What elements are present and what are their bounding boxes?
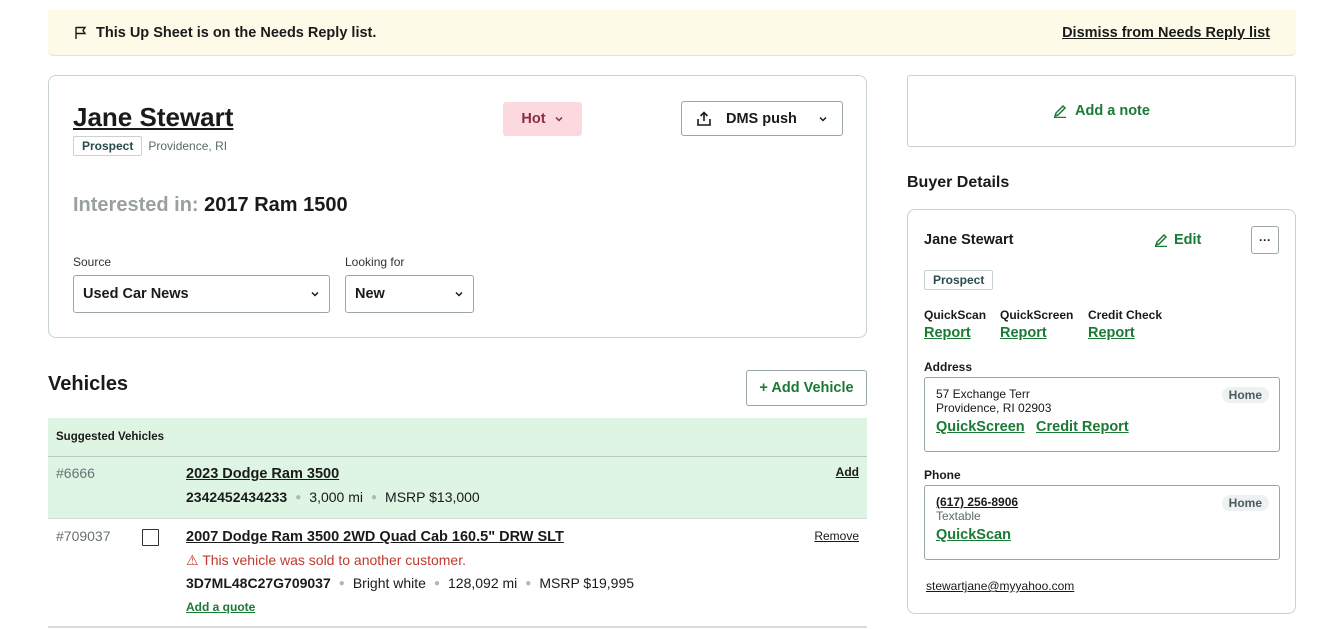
buyer-details-title: Buyer Details: [907, 174, 1010, 191]
lead-card: Jane Stewart Prospect Providence, RI Hot…: [48, 75, 867, 338]
quickscan-link[interactable]: QuickScan: [936, 527, 1011, 543]
temperature-label: Hot: [521, 111, 546, 127]
separator-dot: ●: [370, 491, 378, 503]
dismiss-needs-reply-link[interactable]: Dismiss from Needs Reply list: [1062, 24, 1270, 41]
separator-dot: ●: [525, 577, 532, 589]
dms-push-button[interactable]: DMS push: [681, 101, 843, 136]
address-box: 57 Exchange Terr Providence, RI 02903 Qu…: [924, 377, 1280, 452]
suggested-vehicles-header: Suggested Vehicles: [48, 418, 867, 457]
quickscreen-report-link[interactable]: Report: [1000, 325, 1047, 341]
pencil-icon: [1053, 104, 1067, 118]
lead-name[interactable]: Jane Stewart: [73, 102, 234, 132]
source-label: Source: [73, 255, 112, 269]
chevron-down-icon: [455, 291, 463, 297]
pencil-icon: [1154, 233, 1168, 247]
address-home-tag: Home: [1221, 387, 1269, 403]
buyer-name: Jane Stewart: [924, 232, 1014, 248]
vehicle-meta: 3D7ML48C27G709037 ● Bright white ● 128,0…: [186, 575, 634, 591]
flag-icon: [75, 26, 87, 39]
sold-warning: ⚠ This vehicle was sold to another custo…: [186, 552, 466, 568]
looking-for-label: Looking for: [345, 255, 405, 269]
vehicle-msrp: MSRP $13,000: [385, 489, 480, 505]
interested-label: Interested in:: [73, 194, 199, 216]
vehicle-row: #709037 2007 Dodge Ram 3500 2WD Quad Cab…: [48, 520, 867, 628]
stock-number: #6666: [56, 465, 95, 481]
add-note-button[interactable]: Add a note: [907, 75, 1296, 147]
stock-number: #709037: [56, 528, 111, 544]
address-line2: Providence, RI 02903: [936, 401, 1052, 415]
credit-check-report: Credit Check Report: [1088, 308, 1162, 341]
vehicle-vin: 3D7ML48C27G709037: [186, 575, 331, 591]
share-icon: [697, 110, 711, 126]
quickscreen-report: QuickScreen Report: [1000, 308, 1073, 341]
vehicle-title-link[interactable]: 2023 Dodge Ram 3500: [186, 466, 340, 482]
chevron-down-icon: [555, 116, 563, 122]
edit-buyer-button[interactable]: Edit: [1154, 232, 1201, 248]
vehicle-mileage: 128,092 mi: [448, 575, 518, 591]
address-line1: 57 Exchange Terr: [936, 387, 1030, 401]
edit-label: Edit: [1174, 232, 1202, 248]
vehicles-title: Vehicles: [48, 373, 129, 395]
phone-number-link[interactable]: (617) 256-8906: [936, 495, 1019, 509]
temperature-dropdown[interactable]: Hot: [503, 102, 582, 136]
suggested-vehicle-row: #6666 2023 Dodge Ram 3500 2342452434233 …: [48, 457, 867, 519]
quickscreen-link[interactable]: QuickScreen: [936, 419, 1025, 435]
source-value: Used Car News: [83, 286, 189, 302]
vehicle-meta: 2342452434233 ● 3,000 mi ● MSRP $13,000: [186, 489, 480, 505]
looking-for-select[interactable]: New: [345, 275, 474, 313]
dms-push-label: DMS push: [726, 110, 797, 127]
add-vehicle-button[interactable]: + Add Vehicle: [746, 370, 867, 406]
add-suggested-vehicle-link[interactable]: Add: [835, 465, 859, 479]
lead-badge-row: Prospect Providence, RI: [73, 136, 227, 156]
vehicle-mileage: 3,000 mi: [309, 489, 363, 505]
lead-location: Providence, RI: [148, 139, 228, 153]
more-options-button[interactable]: ···: [1251, 226, 1279, 254]
separator-dot: ●: [338, 577, 345, 589]
report-title: Credit Check: [1088, 308, 1163, 322]
credit-report-link[interactable]: Credit Report: [1036, 419, 1129, 435]
chevron-down-icon: [311, 291, 319, 297]
credit-check-report-link[interactable]: Report: [1088, 325, 1135, 341]
phone-label: Phone: [924, 468, 961, 482]
phone-home-tag: Home: [1221, 495, 1269, 511]
phone-textable: Textable: [936, 509, 981, 523]
remove-vehicle-link[interactable]: Remove: [814, 529, 859, 543]
phone-links: QuickScan: [936, 527, 1268, 543]
vehicle-msrp: MSRP $19,995: [539, 575, 635, 591]
email-link[interactable]: stewartjane@myyahoo.com: [926, 579, 1075, 593]
chevron-down-icon: [819, 116, 827, 122]
vehicle-title-link[interactable]: 2007 Dodge Ram 3500 2WD Quad Cab 160.5" …: [186, 529, 564, 545]
report-title: QuickScan: [924, 308, 987, 322]
banner-message: This Up Sheet is on the Needs Reply list…: [96, 24, 377, 41]
looking-for-value: New: [355, 286, 385, 302]
quickscan-report-link[interactable]: Report: [924, 325, 971, 341]
vehicle-select-checkbox[interactable]: [142, 529, 159, 546]
phone-box: (617) 256-8906 Textable QuickScan Home: [924, 485, 1280, 560]
buyer-details-card: Jane Stewart Edit ··· Prospect QuickScan…: [907, 209, 1296, 614]
add-note-label: Add a note: [1075, 103, 1150, 119]
needs-reply-banner: This Up Sheet is on the Needs Reply list…: [48, 10, 1296, 56]
interested-vehicle: 2017 Ram 1500: [204, 194, 348, 216]
add-quote-link[interactable]: Add a quote: [186, 600, 256, 614]
report-title: QuickScreen: [1000, 308, 1074, 322]
source-select[interactable]: Used Car News: [73, 275, 330, 313]
separator-dot: ●: [295, 491, 302, 503]
separator-dot: ●: [433, 577, 441, 589]
quickscan-report: QuickScan Report: [924, 308, 986, 341]
interested-in: Interested in: 2017 Ram 1500: [73, 194, 348, 217]
vehicle-color: Bright white: [352, 575, 426, 591]
address-label: Address: [924, 360, 973, 374]
buyer-status-badge: Prospect: [924, 270, 994, 290]
vehicle-vin: 2342452434233: [186, 489, 288, 505]
status-badge: Prospect: [73, 136, 143, 156]
address-links: QuickScreen Credit Report: [936, 419, 1268, 435]
